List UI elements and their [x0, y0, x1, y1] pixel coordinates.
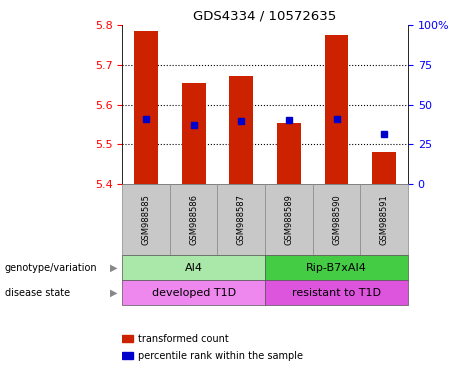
Bar — [229, 76, 253, 184]
Text: GSM988585: GSM988585 — [142, 194, 150, 245]
Text: GSM988587: GSM988587 — [237, 194, 246, 245]
Text: resistant to T1D: resistant to T1D — [292, 288, 381, 298]
Text: transformed count: transformed count — [138, 334, 229, 344]
Bar — [265, 280, 408, 305]
Text: GSM988590: GSM988590 — [332, 194, 341, 245]
Bar — [372, 152, 396, 184]
Bar — [265, 255, 408, 280]
Bar — [122, 280, 265, 305]
Bar — [325, 35, 349, 184]
Text: ▶: ▶ — [110, 288, 118, 298]
Bar — [170, 184, 218, 255]
Bar — [277, 122, 301, 184]
Text: genotype/variation: genotype/variation — [5, 263, 97, 273]
Bar — [182, 83, 206, 184]
Text: disease state: disease state — [5, 288, 70, 298]
Text: percentile rank within the sample: percentile rank within the sample — [138, 351, 303, 361]
Text: GSM988591: GSM988591 — [380, 194, 389, 245]
Bar — [265, 184, 313, 255]
Bar — [122, 184, 170, 255]
Text: GSM988589: GSM988589 — [284, 194, 293, 245]
Bar — [122, 352, 133, 359]
Text: ▶: ▶ — [110, 263, 118, 273]
Text: AI4: AI4 — [184, 263, 203, 273]
Text: developed T1D: developed T1D — [152, 288, 236, 298]
Text: GSM988586: GSM988586 — [189, 194, 198, 245]
Bar — [313, 184, 361, 255]
Title: GDS4334 / 10572635: GDS4334 / 10572635 — [194, 9, 337, 22]
Bar — [361, 184, 408, 255]
Bar — [122, 335, 133, 342]
Text: Rip-B7xAI4: Rip-B7xAI4 — [306, 263, 367, 273]
Bar — [122, 255, 265, 280]
Bar — [218, 184, 265, 255]
Bar — [134, 31, 158, 184]
